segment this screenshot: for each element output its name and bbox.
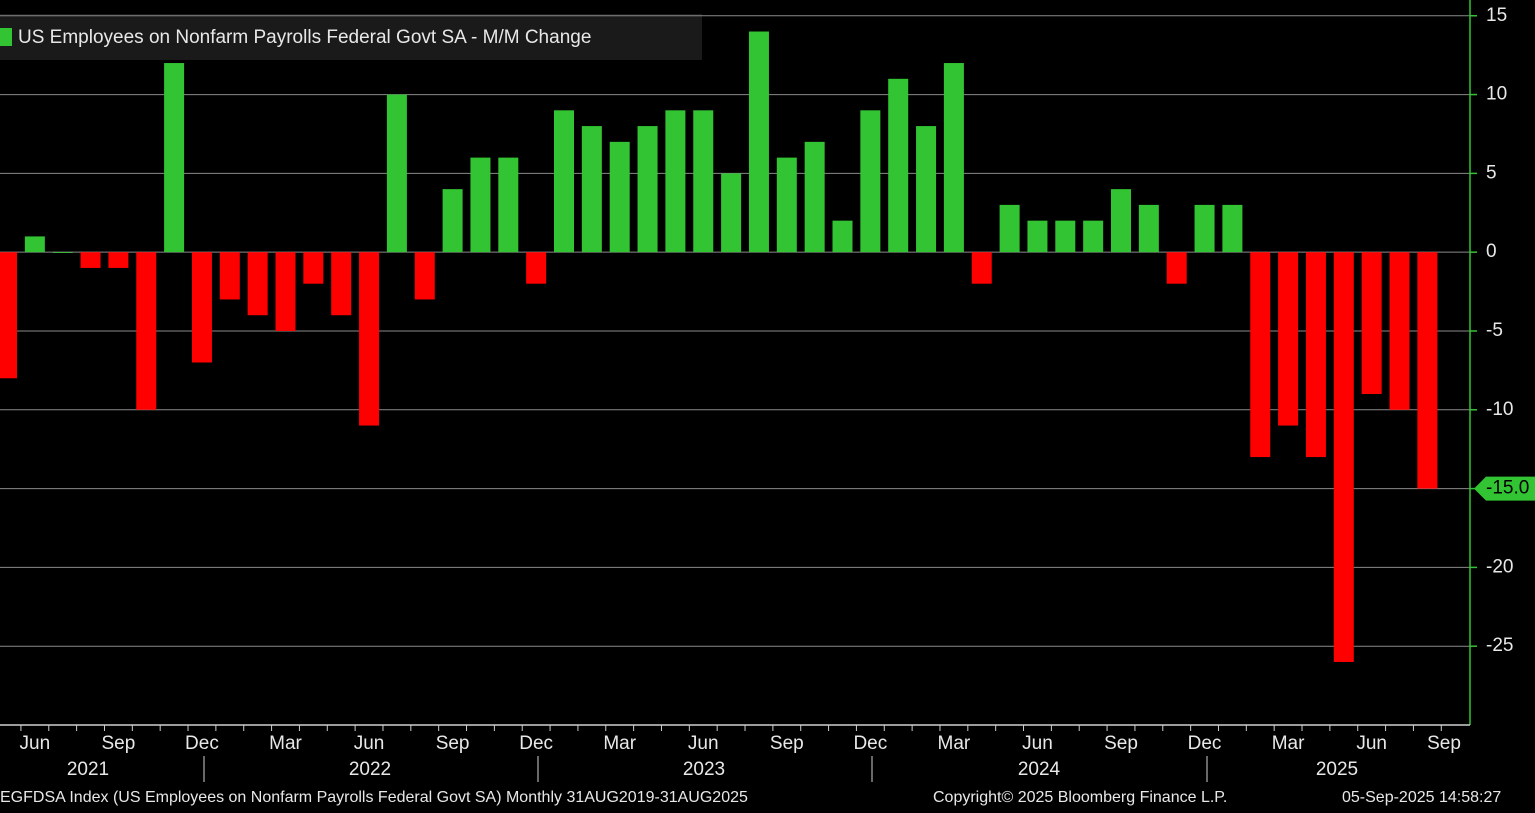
x-tick-label: Sep [1104, 733, 1138, 754]
bar [1417, 252, 1438, 489]
bar [665, 110, 686, 253]
bar [804, 141, 825, 253]
x-tick-label: Mar [1272, 733, 1305, 754]
bar [386, 94, 407, 253]
bar [1250, 252, 1271, 458]
bar [331, 252, 352, 316]
bar [498, 157, 519, 253]
footer-source: EGFDSA Index (US Employees on Nonfarm Pa… [0, 789, 748, 806]
bar [0, 252, 17, 379]
bar [943, 63, 964, 253]
x-tick-label: Jun [20, 733, 51, 754]
bar [1389, 252, 1410, 410]
bar [108, 252, 129, 268]
y-tick-label: -25 [1486, 635, 1513, 656]
bar [526, 252, 547, 284]
bar [581, 126, 602, 253]
bar [275, 252, 296, 331]
legend-swatch [0, 28, 12, 46]
x-tick-label: Sep [770, 733, 804, 754]
x-tick-label: Dec [853, 733, 887, 754]
bar [721, 173, 742, 253]
bar [1305, 252, 1326, 458]
y-tick-label: 0 [1486, 241, 1497, 262]
x-tick-label: Sep [101, 733, 135, 754]
year-label: 2023 [683, 759, 725, 780]
x-tick-label: Jun [354, 733, 385, 754]
bar [1333, 252, 1354, 662]
bar [136, 252, 157, 410]
x-tick-label: Sep [1427, 733, 1461, 754]
bar [359, 252, 380, 426]
bar [52, 252, 73, 253]
bar [971, 252, 992, 284]
y-tick-label: 5 [1486, 162, 1497, 183]
y-tick-label: -5 [1486, 320, 1503, 341]
bar [470, 157, 491, 253]
y-tick-label: 15 [1486, 5, 1507, 26]
bar [247, 252, 268, 316]
bar [748, 31, 769, 253]
bar [776, 157, 797, 253]
year-label: 2022 [349, 759, 391, 780]
bar [1166, 252, 1187, 284]
x-tick-label: Jun [1022, 733, 1053, 754]
x-tick-label: Dec [1188, 733, 1222, 754]
x-tick-label: Mar [269, 733, 302, 754]
x-tick-label: Jun [688, 733, 719, 754]
bar [693, 110, 714, 253]
bar [1361, 252, 1382, 395]
x-tick-label: Dec [185, 733, 219, 754]
bar [191, 252, 212, 363]
bar [414, 252, 435, 300]
x-tick-label: Mar [938, 733, 971, 754]
bar [999, 204, 1020, 253]
last-value-tag [1474, 476, 1535, 501]
x-tick-label: Dec [519, 733, 553, 754]
y-tick-label: -20 [1486, 556, 1513, 577]
bar [1222, 204, 1243, 253]
bar [609, 141, 630, 253]
bar [860, 110, 881, 253]
bar [164, 63, 185, 253]
x-tick-label: Sep [436, 733, 470, 754]
bar [1027, 220, 1048, 253]
legend-box [0, 14, 702, 60]
bar [637, 126, 658, 253]
bar [1083, 220, 1104, 253]
y-tick-label: 10 [1486, 84, 1507, 105]
bar [303, 252, 324, 284]
y-tick-label: -10 [1486, 399, 1513, 420]
legend-label: US Employees on Nonfarm Payrolls Federal… [18, 27, 591, 48]
bar [1055, 220, 1076, 253]
bar [916, 126, 937, 253]
bar [888, 78, 909, 253]
bar [1138, 204, 1159, 253]
year-label: 2025 [1316, 759, 1358, 780]
bar [832, 220, 853, 253]
year-label: 2021 [67, 759, 109, 780]
x-tick-label: Mar [603, 733, 636, 754]
bar [219, 252, 240, 300]
footer-copyright: Copyright© 2025 Bloomberg Finance L.P. [933, 789, 1227, 806]
bar [442, 189, 463, 253]
last-value-label: -15.0 [1486, 478, 1529, 499]
bar [24, 236, 45, 253]
x-tick-label: Jun [1356, 733, 1387, 754]
bar [554, 110, 574, 253]
bar [1278, 252, 1299, 426]
bar [1194, 204, 1215, 253]
footer-timestamp: 05-Sep-2025 14:58:27 [1342, 789, 1501, 806]
bar [80, 252, 101, 268]
bar [1111, 189, 1131, 253]
year-label: 2024 [1018, 759, 1061, 780]
